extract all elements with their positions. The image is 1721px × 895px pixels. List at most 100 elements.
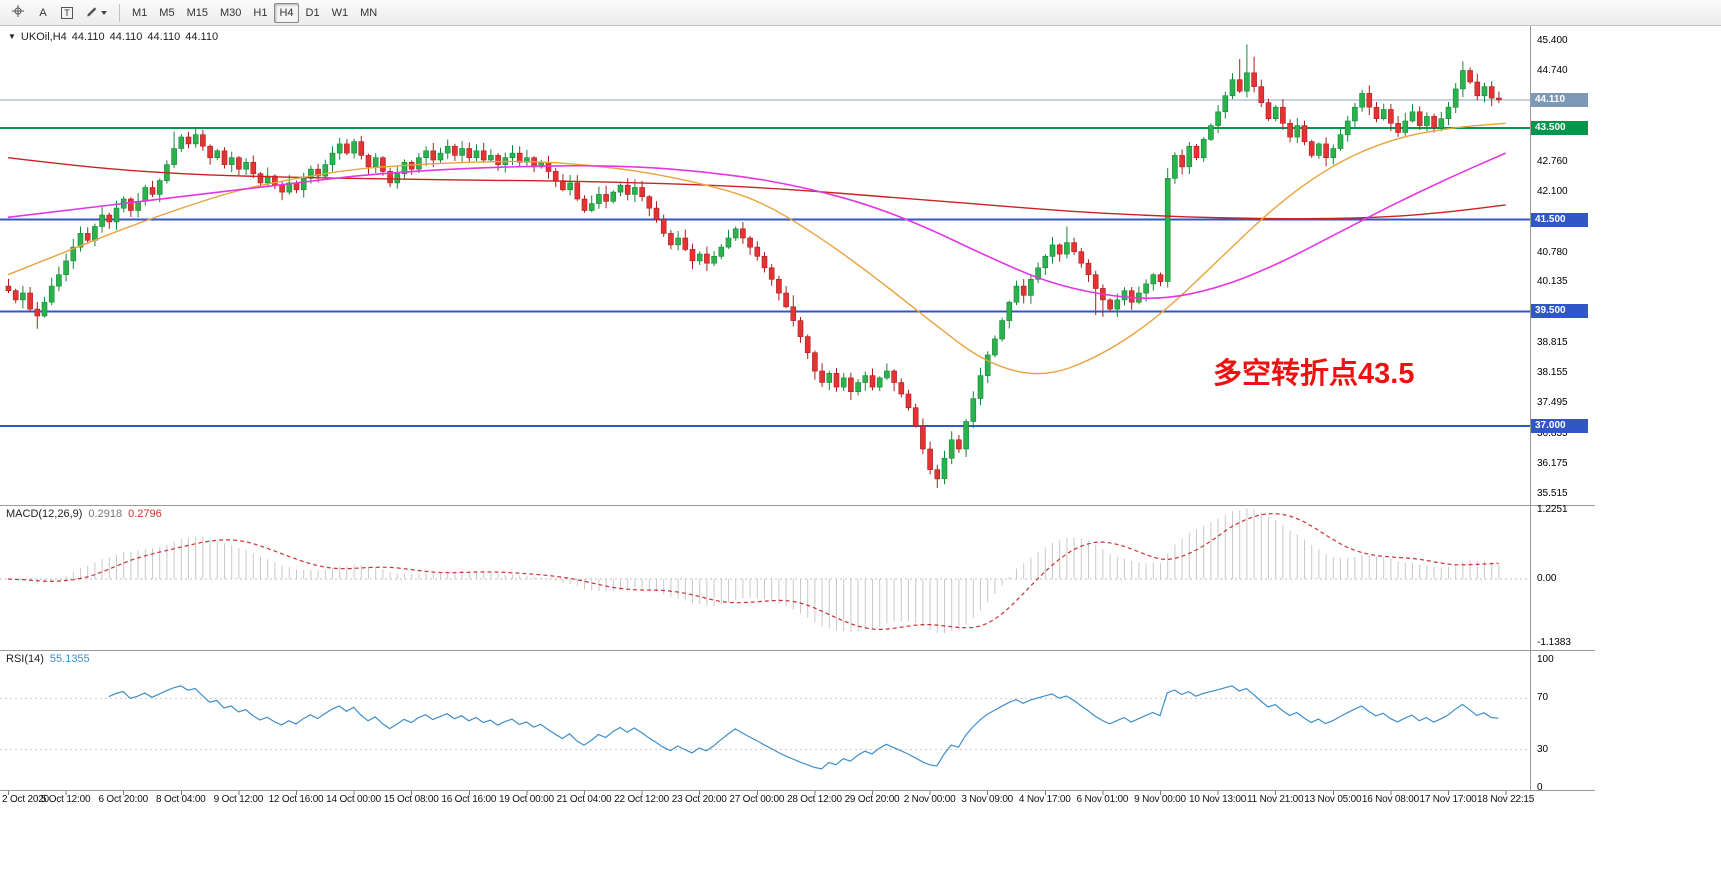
rsi-name: RSI(14) xyxy=(6,653,44,665)
ohlc-open: 44.110 xyxy=(71,31,105,43)
time-axis-label: 21 Oct 04:00 xyxy=(556,794,612,805)
rsi-line xyxy=(108,685,1499,770)
text-label-tool-button[interactable]: A xyxy=(32,3,54,23)
macd-panel xyxy=(0,508,1530,634)
symbol-dropdown-icon[interactable]: ▼ xyxy=(8,32,16,41)
time-axis-label: 28 Oct 12:00 xyxy=(786,794,842,805)
time-axis-hitzone[interactable] xyxy=(0,791,1530,809)
rsi-axis-label: 0 xyxy=(1537,782,1543,793)
panel-splitter-rsi[interactable] xyxy=(0,650,1595,651)
price-axis-label: 36.835 xyxy=(1537,427,1568,439)
price-marker-43.500: 43.500 xyxy=(1531,120,1588,135)
timeframe-button-M1[interactable]: M1 xyxy=(132,6,148,19)
macd-axis-label: 1.2251 xyxy=(1537,504,1568,516)
timeframe-button-MN[interactable]: MN xyxy=(360,6,378,19)
macd-name: MACD(12,26,9) xyxy=(6,508,83,520)
time-axis-label: 6 Oct 20:00 xyxy=(98,794,148,805)
time-axis-label: 23 Oct 20:00 xyxy=(671,794,727,805)
price-axis-hitzone[interactable] xyxy=(1531,26,1591,505)
time-axis-label: 8 Oct 04:00 xyxy=(156,794,206,805)
toolbar: A T M1 M5 M15 M30 H1 H4 D1 W1 MN xyxy=(0,0,1721,26)
timeframe-button-H1[interactable]: H1 xyxy=(253,6,268,19)
symbol-readout: ▼ UKOil,H4 44.110 44.110 44.110 44.110 xyxy=(8,31,223,43)
time-axis-label: 16 Oct 16:00 xyxy=(441,794,497,805)
price-axis-label: 38.155 xyxy=(1537,367,1568,379)
timeframe-button-H4[interactable]: H4 xyxy=(274,2,299,23)
time-axis-label: 13 Nov 05:00 xyxy=(1304,794,1362,805)
price-marker-44.110: 44.110 xyxy=(1531,92,1588,107)
timeframe-button-group: M1 M5 M15 M30 H1 H4 D1 W1 MN xyxy=(126,2,383,23)
macd-axis-label: -1.1383 xyxy=(1537,636,1571,648)
macd-signal-value: 0.2796 xyxy=(128,508,162,520)
time-axis-label: 2 Nov 00:00 xyxy=(903,794,956,805)
rsi-axis-label: 30 xyxy=(1537,743,1549,755)
ohlc-low: 44.110 xyxy=(147,31,181,43)
chart-text-annotation[interactable]: 多空转折点43.5 xyxy=(1213,358,1415,390)
time-ticks xyxy=(8,791,1507,795)
macd-indicator-label: MACD(12,26,9) 0.2918 0.2796 xyxy=(6,508,162,520)
text-label-tool-glyph: A xyxy=(39,6,47,19)
time-axis-label: 27 Oct 00:00 xyxy=(729,794,785,805)
time-axis-label: 17 Nov 17:00 xyxy=(1419,794,1477,805)
moving-average-lines xyxy=(7,122,1506,375)
price-axis-label: 42.100 xyxy=(1537,186,1568,198)
time-axis-label: 9 Oct 12:00 xyxy=(213,794,264,805)
rsi-axis-label: 70 xyxy=(1537,692,1549,704)
time-axis-label: 4 Nov 17:00 xyxy=(1018,794,1071,805)
toolbar-separator xyxy=(119,3,120,22)
price-axis-separator xyxy=(1530,26,1531,790)
time-axis-label: 19 Oct 00:00 xyxy=(498,794,554,805)
ma-line-slow-red xyxy=(7,157,1506,220)
pencil-icon xyxy=(85,5,98,21)
time-axis-label: 5 Oct 12:00 xyxy=(40,794,91,805)
timeframe-button-M15[interactable]: M15 xyxy=(186,6,208,19)
time-axis-label: 2 Oct 2020 xyxy=(2,794,49,805)
price-marker-41.500: 41.500 xyxy=(1531,212,1588,227)
price-axis-label: 35.515 xyxy=(1537,488,1568,500)
horizontal-level-lines[interactable] xyxy=(0,99,1530,428)
time-axis-label: 16 Nov 08:00 xyxy=(1361,794,1419,805)
time-axis-label: 11 Nov 21:00 xyxy=(1247,794,1304,805)
timeframe-button-D1[interactable]: D1 xyxy=(305,6,320,19)
ohlc-high: 44.110 xyxy=(109,31,143,43)
crosshair-icon xyxy=(11,4,25,21)
time-axis-label: 9 Nov 00:00 xyxy=(1134,794,1186,805)
timeframe-button-M30[interactable]: M30 xyxy=(219,6,242,19)
chevron-down-icon xyxy=(101,10,107,15)
timeframe-button-W1[interactable]: W1 xyxy=(331,6,349,19)
price-axis-label: 40.135 xyxy=(1537,276,1568,288)
text-tool-button[interactable]: T xyxy=(56,3,78,23)
crosshair-tool-button[interactable] xyxy=(6,3,30,23)
price-axis-label: 37.495 xyxy=(1537,397,1568,409)
time-axis-label: 6 Nov 01:00 xyxy=(1076,794,1129,805)
price-axis-label: 40.780 xyxy=(1537,246,1568,258)
ma-line-fast-magenta xyxy=(7,152,1506,300)
price-marker-37.000: 37.000 xyxy=(1531,419,1588,434)
rsi-indicator-label: RSI(14) 55.1355 xyxy=(6,653,90,665)
timeframe-button-M5[interactable]: M5 xyxy=(159,6,175,19)
rsi-axis-label: 100 xyxy=(1537,654,1554,665)
chart-area: ▼ UKOil,H4 44.110 44.110 44.110 44.110 多空转折点4… xyxy=(0,26,1721,895)
symbol-name: UKOil,H4 xyxy=(20,31,67,43)
time-axis-label: 15 Oct 08:00 xyxy=(383,794,439,805)
price-axis-label: 42.760 xyxy=(1537,155,1568,167)
candlesticks xyxy=(5,44,1502,488)
time-axis-label: 18 Nov 22:15 xyxy=(1477,794,1535,805)
time-axis-label: 3 Nov 09:00 xyxy=(961,794,1014,805)
ma-line-medium-orange xyxy=(7,122,1506,375)
price-axis-label: 44.740 xyxy=(1537,64,1568,76)
rsi-panel xyxy=(0,685,1530,770)
time-axis-label: 22 Oct 12:00 xyxy=(614,794,670,805)
price-marker-39.500: 39.500 xyxy=(1531,304,1588,319)
price-axis-label: 36.175 xyxy=(1537,457,1568,469)
time-axis-label: 14 Oct 00:00 xyxy=(326,794,382,805)
time-axis-separator xyxy=(0,790,1595,791)
chart-canvas[interactable] xyxy=(0,26,1530,795)
panel-splitter-macd[interactable] xyxy=(0,505,1595,506)
rsi-value: 55.1355 xyxy=(49,653,90,665)
draw-tool-button[interactable] xyxy=(80,3,112,23)
price-axis-label: 45.400 xyxy=(1537,34,1568,46)
text-tool-glyph: T xyxy=(61,6,73,19)
time-axis-label: 10 Nov 13:00 xyxy=(1189,794,1247,805)
